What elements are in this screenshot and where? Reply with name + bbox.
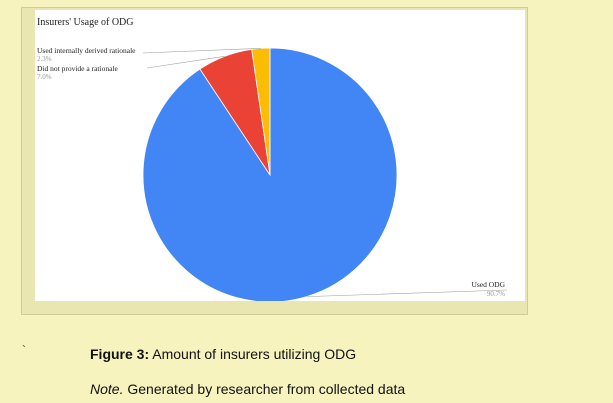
note-text: Generated by researcher from collected d…: [127, 381, 406, 397]
slice-label-0: Used ODG: [471, 280, 505, 289]
caption-text: Amount of insurers utilizing ODG: [152, 346, 357, 362]
pie-slice-2: [251, 47, 271, 176]
slice-label-1: Did not provide a rationale: [37, 64, 118, 73]
slice-percent-1: 7.0%: [37, 73, 52, 81]
note-label: Note.: [90, 381, 124, 397]
leader-line-0: [306, 289, 508, 297]
slice-label-2: Used internally derived rationale: [37, 46, 136, 55]
leader-line-1: [146, 56, 225, 69]
pie-slice-0: [142, 47, 398, 301]
caption-label: Figure 3:: [90, 346, 150, 362]
leader-line-2: [142, 48, 261, 54]
chart-panel: Insurers' Usage of ODG Used ODG 90.7% Did …: [35, 10, 525, 301]
tick-mark: `: [22, 343, 26, 357]
chart-title: Insurers' Usage of ODG: [37, 17, 134, 28]
slice-percent-0: 90.7%: [487, 290, 505, 298]
slice-percent-2: 2.3%: [37, 55, 52, 63]
figure-caption: Figure 3: Amount of insurers utilizing O…: [90, 346, 356, 362]
figure-note: Note. Generated by researcher from colle…: [90, 381, 405, 397]
